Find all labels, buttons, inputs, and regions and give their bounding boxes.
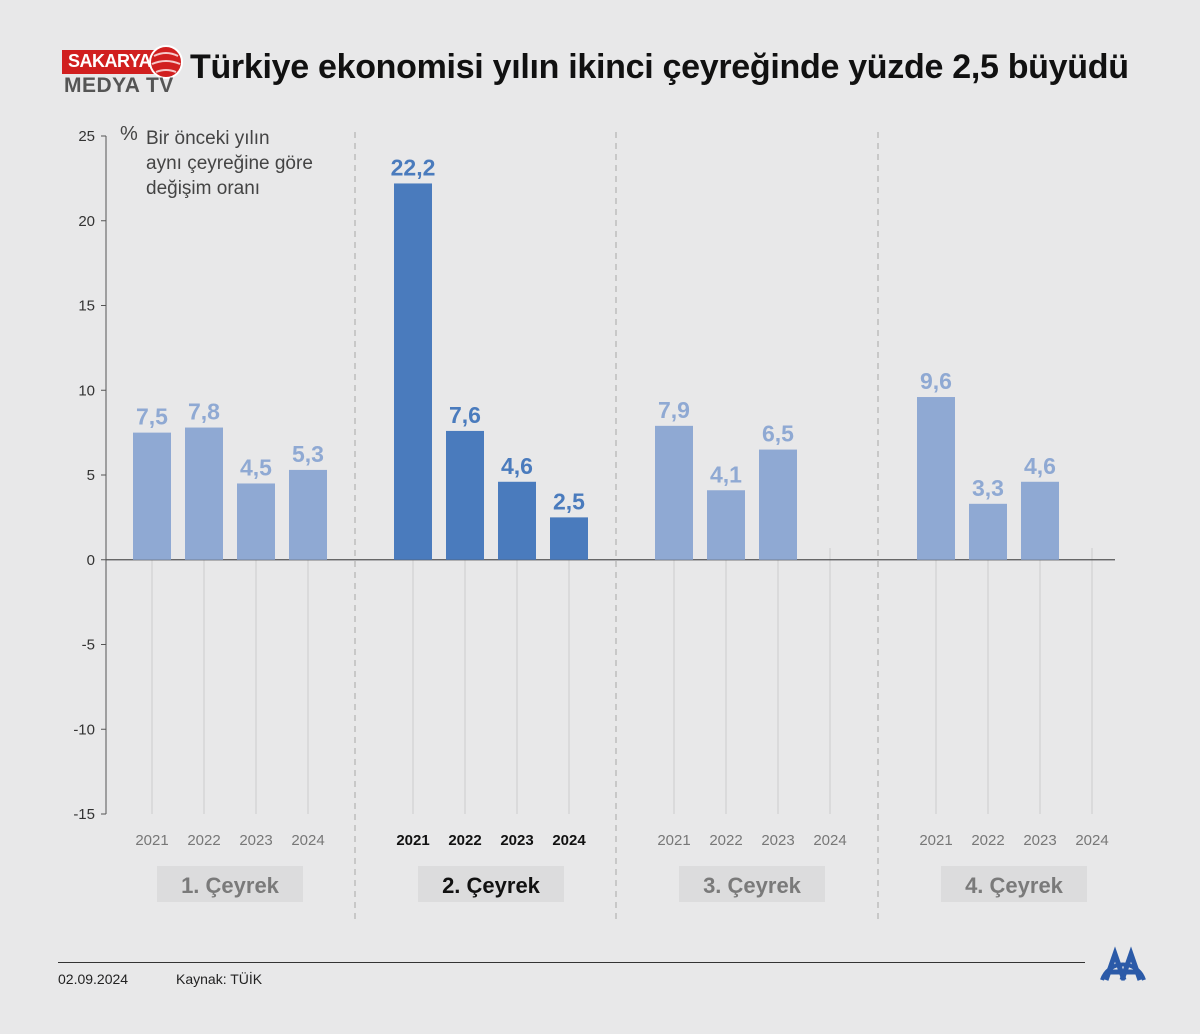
footer-divider bbox=[58, 962, 1085, 963]
bar-value-label: 7,5 bbox=[136, 404, 168, 430]
bar bbox=[289, 469, 327, 560]
bar-value-label: 3,3 bbox=[972, 475, 1004, 501]
x-tick-label: 2024 bbox=[552, 832, 586, 849]
y-axis-label-line: değişim oranı bbox=[146, 178, 260, 199]
quarter-label-box bbox=[941, 866, 1087, 902]
bar bbox=[969, 503, 1007, 560]
aa-logo-icon bbox=[1100, 946, 1146, 981]
quarter-label: 3. Çeyrek bbox=[703, 873, 802, 898]
bar-value-label: 7,9 bbox=[658, 397, 690, 423]
x-tick-label: 2022 bbox=[709, 832, 742, 849]
x-tick-label: 2024 bbox=[813, 832, 846, 849]
globe-icon bbox=[149, 45, 183, 79]
quarter-label: 4. Çeyrek bbox=[965, 873, 1064, 898]
bar-value-label: 4,1 bbox=[710, 461, 742, 487]
quarter-label: 1. Çeyrek bbox=[181, 873, 280, 898]
bar bbox=[1021, 481, 1059, 560]
bar bbox=[707, 490, 745, 560]
bar-value-label: 6,5 bbox=[762, 421, 794, 447]
bar bbox=[917, 397, 955, 560]
bar bbox=[759, 449, 797, 560]
quarter-label: 2. Çeyrek bbox=[442, 873, 541, 898]
x-tick-label: 2021 bbox=[657, 832, 690, 849]
bar bbox=[498, 481, 536, 560]
watermark-logo: SAKARYA MEDYA TV bbox=[62, 45, 183, 100]
x-tick-label: 2023 bbox=[500, 832, 533, 849]
chart-title: Türkiye ekonomisi yılın ikinci çeyreğind… bbox=[190, 48, 1129, 86]
y-tick-label: -10 bbox=[73, 721, 95, 738]
y-tick-label: 0 bbox=[87, 552, 95, 569]
bar-value-label: 4,5 bbox=[240, 454, 272, 480]
y-axis-label-line: Bir önceki yılın bbox=[146, 128, 270, 149]
y-axis-label-line: aynı çeyreğine göre bbox=[146, 153, 313, 174]
watermark-line1: SAKARYA bbox=[62, 50, 158, 74]
y-tick-label: -5 bbox=[82, 637, 95, 654]
quarter-label-box bbox=[679, 866, 825, 902]
x-tick-label: 2024 bbox=[291, 832, 324, 849]
bar bbox=[446, 430, 484, 560]
quarter-label-box bbox=[418, 866, 564, 902]
y-tick-label: 20 bbox=[78, 213, 95, 230]
y-axis-unit: % bbox=[120, 123, 138, 145]
bar bbox=[550, 517, 588, 560]
bar-value-label: 4,6 bbox=[501, 453, 533, 479]
bar-value-label: 7,8 bbox=[188, 399, 220, 425]
x-tick-label: 2023 bbox=[239, 832, 272, 849]
watermark-line2: MEDYA TV bbox=[64, 74, 174, 97]
bar bbox=[655, 425, 693, 560]
x-tick-label: 2021 bbox=[919, 832, 952, 849]
bar bbox=[185, 427, 223, 560]
bar-value-label: 2,5 bbox=[553, 488, 585, 514]
footer-source: Kaynak: TÜİK bbox=[176, 971, 263, 987]
y-tick-label: 25 bbox=[78, 128, 95, 145]
quarter-label-box bbox=[157, 866, 303, 902]
x-tick-label: 2022 bbox=[971, 832, 1004, 849]
x-tick-label: 2024 bbox=[1075, 832, 1108, 849]
x-tick-label: 2023 bbox=[1023, 832, 1056, 849]
x-tick-label: 2022 bbox=[448, 832, 481, 849]
bar bbox=[394, 183, 432, 560]
y-tick-label: 5 bbox=[87, 467, 95, 484]
y-tick-label: 15 bbox=[78, 298, 95, 315]
bar-value-label: 22,2 bbox=[391, 154, 436, 180]
bar bbox=[237, 483, 275, 560]
bar-value-label: 4,6 bbox=[1024, 453, 1056, 479]
x-tick-label: 2021 bbox=[135, 832, 168, 849]
footer-date: 02.09.2024 bbox=[58, 971, 129, 987]
x-tick-label: 2022 bbox=[187, 832, 220, 849]
y-tick-label: 10 bbox=[78, 382, 95, 399]
bar-value-label: 7,6 bbox=[449, 402, 481, 428]
bar bbox=[133, 432, 171, 560]
x-tick-label: 2023 bbox=[761, 832, 794, 849]
bar-value-label: 9,6 bbox=[920, 368, 952, 394]
bar-value-label: 5,3 bbox=[292, 441, 324, 467]
y-tick-label: -15 bbox=[73, 806, 95, 823]
x-tick-label: 2021 bbox=[396, 832, 429, 849]
